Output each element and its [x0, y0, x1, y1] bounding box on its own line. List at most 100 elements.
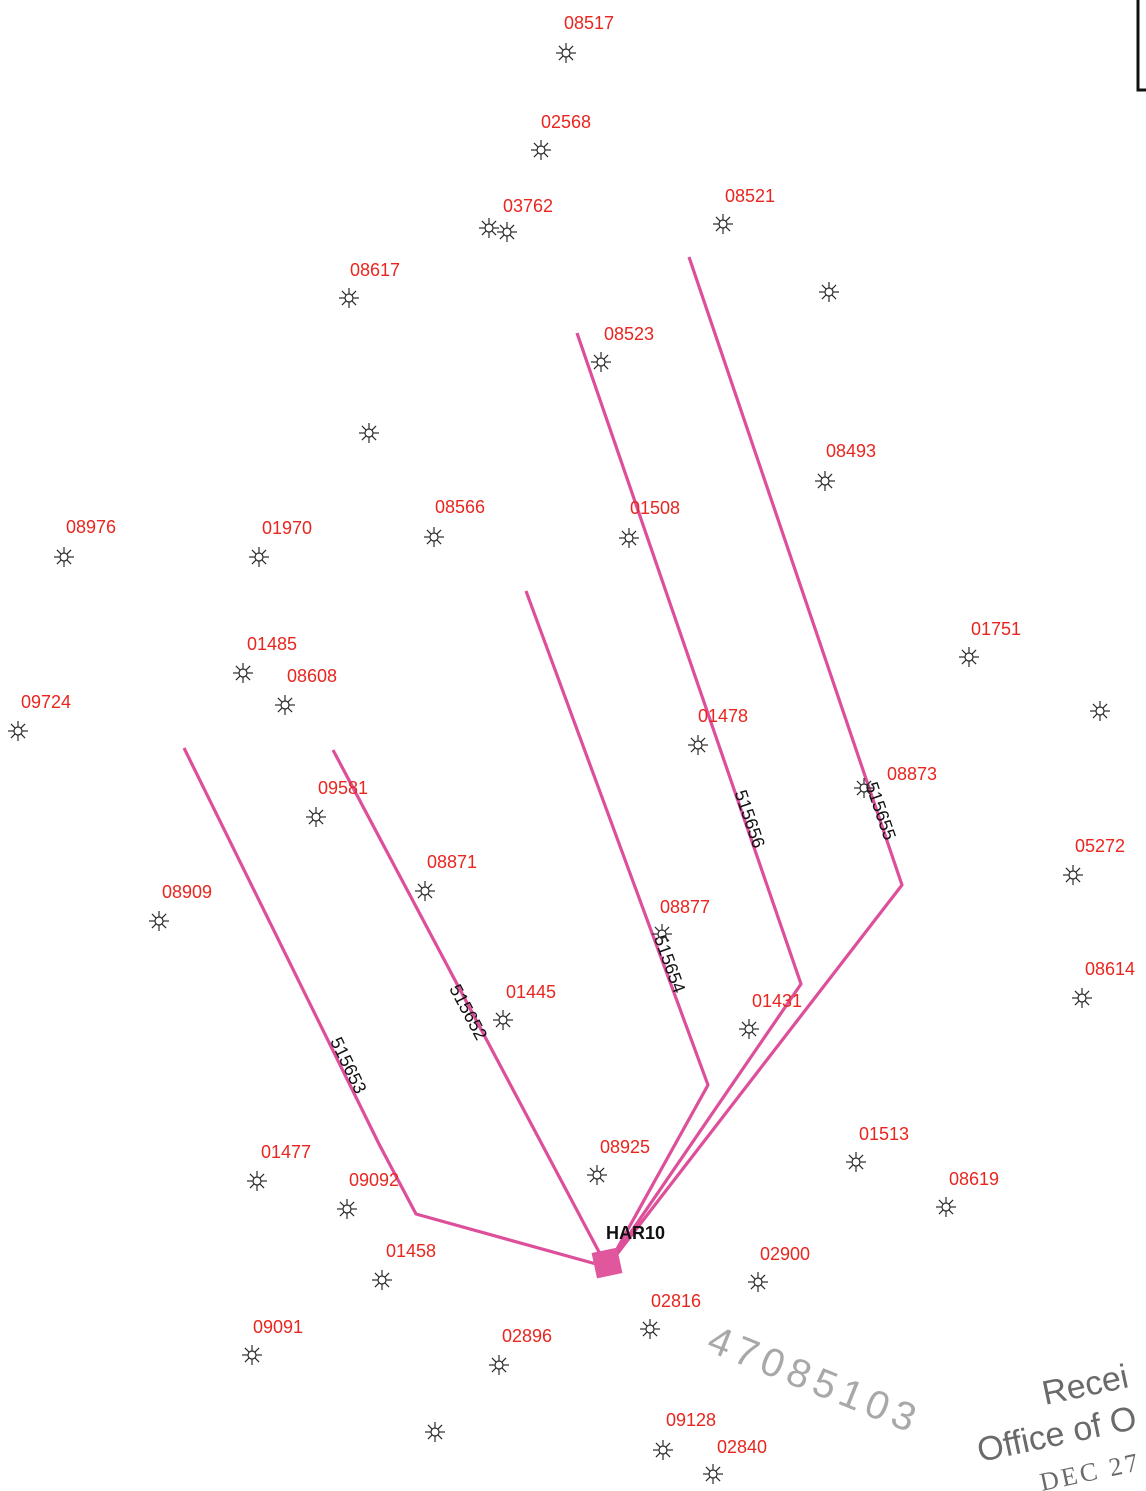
well-symbol-icon[interactable] [337, 1199, 357, 1219]
well-symbol-icon[interactable] [415, 881, 435, 901]
well-marker[interactable]: 01751 [959, 619, 1021, 667]
well-marker[interactable]: 02900 [748, 1244, 810, 1292]
well-marker[interactable]: 09724 [8, 692, 71, 741]
well-symbol-icon[interactable] [493, 1010, 513, 1030]
well-symbol-icon[interactable] [591, 352, 611, 372]
well-symbol-icon[interactable] [1090, 701, 1110, 721]
pad-marker[interactable] [591, 1247, 623, 1279]
well-marker[interactable]: 08517 [556, 13, 614, 63]
well-marker[interactable]: 01513 [846, 1124, 909, 1172]
well-marker[interactable]: 08871 [415, 852, 477, 901]
well-marker[interactable]: 08521 [713, 186, 775, 234]
well-id-label: 01458 [386, 1241, 436, 1261]
well-pad[interactable]: HAR10 [591, 1223, 665, 1279]
well-id-label: 02816 [651, 1291, 701, 1311]
well-symbol-icon[interactable] [275, 695, 295, 715]
lateral-path-515653[interactable] [182, 747, 608, 1269]
well-marker[interactable] [819, 282, 839, 302]
well-symbol-icon[interactable] [306, 807, 326, 827]
well-symbol-icon[interactable] [249, 547, 269, 567]
well-symbol-icon[interactable] [1072, 988, 1092, 1008]
lateral-path-515656[interactable] [575, 332, 803, 1268]
well-marker[interactable]: 01485 [233, 634, 297, 683]
well-symbol-icon[interactable] [846, 1152, 866, 1172]
well-symbol-icon[interactable] [819, 282, 839, 302]
well-marker[interactable]: 08909 [149, 882, 212, 931]
well-symbol-icon[interactable] [242, 1345, 262, 1365]
well-symbol-icon[interactable] [372, 1270, 392, 1290]
well-marker[interactable]: 08523 [591, 324, 654, 372]
well-symbol-icon[interactable] [703, 1464, 723, 1484]
well-marker[interactable] [425, 1422, 445, 1442]
well-symbol-icon[interactable] [247, 1171, 267, 1191]
well-marker[interactable]: 08925 [587, 1137, 650, 1185]
well-marker[interactable]: 01970 [249, 518, 312, 567]
lateral-path-515654[interactable] [524, 590, 710, 1268]
well-marker[interactable]: 09581 [306, 778, 368, 827]
well-symbol-icon[interactable] [556, 43, 576, 63]
well-marker[interactable] [359, 423, 379, 443]
well-symbol-icon[interactable] [479, 218, 499, 238]
well-symbol-icon[interactable] [531, 140, 551, 160]
well-symbol-icon[interactable] [149, 911, 169, 931]
well-marker[interactable]: 01508 [619, 498, 680, 548]
well-symbol-icon[interactable] [713, 214, 733, 234]
well-marker[interactable]: 08976 [54, 517, 116, 567]
well-symbol-icon[interactable] [233, 663, 253, 683]
well-marker[interactable]: 01445 [493, 982, 556, 1030]
well-symbol-icon[interactable] [339, 288, 359, 308]
well-marker[interactable]: 08608 [275, 666, 337, 715]
well-marker[interactable]: 05272 [1063, 836, 1125, 885]
well-marker[interactable]: 08873 [854, 764, 937, 798]
well-id-label: 02568 [541, 112, 591, 132]
well-symbol-icon[interactable] [653, 1440, 673, 1460]
well-marker[interactable]: 09128 [653, 1410, 716, 1460]
well-symbol-icon[interactable] [652, 924, 672, 944]
well-symbol-icon[interactable] [854, 778, 874, 798]
well-id-label: 01478 [698, 706, 748, 726]
well-marker[interactable]: 08619 [936, 1169, 999, 1217]
well-symbol-icon[interactable] [425, 1422, 445, 1442]
well-symbol-icon[interactable] [54, 547, 74, 567]
well-id-label: 01513 [859, 1124, 909, 1144]
well-marker[interactable]: 02840 [703, 1437, 767, 1484]
well-symbol-icon[interactable] [936, 1197, 956, 1217]
well-symbol-icon[interactable] [739, 1019, 759, 1039]
well-symbol-icon[interactable] [688, 735, 708, 755]
well-marker[interactable]: 02568 [531, 112, 591, 160]
well-marker[interactable]: 02896 [489, 1326, 552, 1375]
map-frame-corner [1136, 0, 1146, 92]
well-symbol-icon[interactable] [587, 1165, 607, 1185]
well-marker[interactable] [1090, 701, 1110, 721]
well-symbol-icon[interactable] [497, 222, 517, 242]
well-id-label: 01970 [262, 518, 312, 538]
well-marker[interactable]: 08877 [652, 897, 710, 944]
lateral-path-515655[interactable] [605, 256, 904, 1268]
well-symbol-icon[interactable] [619, 528, 639, 548]
well-marker[interactable]: 09091 [242, 1317, 303, 1365]
well-symbol-icon[interactable] [815, 471, 835, 491]
well-marker[interactable]: 09092 [337, 1170, 399, 1219]
well-symbol-icon[interactable] [748, 1272, 768, 1292]
lateral-path-515652[interactable] [331, 749, 609, 1268]
well-marker[interactable]: 08617 [339, 260, 400, 308]
well-marker[interactable]: 03762 [479, 196, 553, 242]
well-symbol-icon[interactable] [640, 1319, 660, 1339]
well-marker[interactable]: 08493 [815, 441, 876, 491]
well-id-label: 01508 [630, 498, 680, 518]
well-marker[interactable]: 08566 [424, 497, 485, 547]
well-symbol-icon[interactable] [489, 1355, 509, 1375]
well-marker[interactable]: 02816 [640, 1291, 701, 1339]
well-symbol-icon[interactable] [1063, 865, 1083, 885]
well-marker[interactable]: 01478 [688, 706, 748, 755]
well-marker[interactable]: 01477 [247, 1142, 311, 1191]
lateral-label: 515653 [326, 1034, 370, 1097]
well-symbol-icon[interactable] [8, 721, 28, 741]
well-marker[interactable]: 01431 [739, 991, 802, 1039]
well-id-label: 01445 [506, 982, 556, 1002]
well-symbol-icon[interactable] [959, 647, 979, 667]
well-marker[interactable]: 01458 [372, 1241, 436, 1290]
well-symbol-icon[interactable] [359, 423, 379, 443]
well-marker[interactable]: 08614 [1072, 959, 1135, 1008]
well-symbol-icon[interactable] [424, 527, 444, 547]
